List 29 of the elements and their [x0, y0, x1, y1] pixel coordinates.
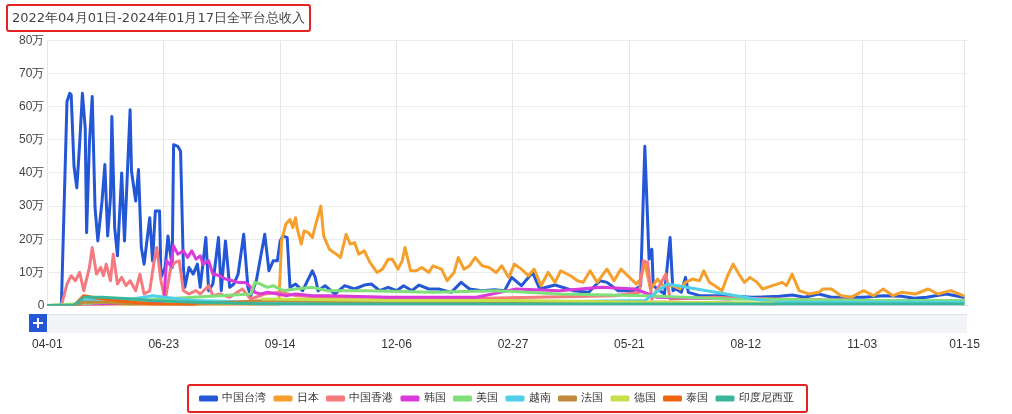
y-tick-label: 0 — [37, 297, 45, 312]
legend-label: 印度尼西亚 — [738, 391, 794, 405]
x-tick-label: 08-12 — [730, 337, 762, 352]
x-tick-label: 09-14 — [264, 337, 296, 352]
y-tick-label: 60万 — [18, 98, 45, 113]
legend-label: 日本 — [296, 391, 319, 405]
y-tick-label: 30万 — [18, 198, 45, 213]
y-tick-label: 80万 — [18, 32, 45, 47]
y-tick-label: 10万 — [18, 264, 45, 279]
legend-label: 法国 — [581, 391, 603, 405]
x-tick-label: 02-27 — [497, 337, 529, 352]
legend-label: 德国 — [633, 391, 656, 405]
y-tick-label: 50万 — [18, 132, 45, 147]
chart-title: 2022年04月01日-2024年01月17日全平台总收入 — [12, 9, 306, 27]
x-tick-label: 01-15 — [949, 337, 981, 352]
x-tick-label: 12-06 — [381, 337, 413, 352]
y-tick-label: 20万 — [18, 231, 45, 246]
legend-label: 韩国 — [423, 391, 446, 405]
x-tick-label: 04-01 — [31, 337, 64, 352]
legend-label: 中国香港 — [349, 391, 393, 405]
x-tick-label: 11-03 — [847, 337, 878, 352]
legend-label: 越南 — [528, 391, 551, 405]
x-tick-label: 05-21 — [614, 337, 646, 352]
legend-label: 美国 — [476, 391, 498, 405]
legend-label: 泰国 — [686, 391, 708, 405]
y-tick-label: 70万 — [18, 65, 45, 80]
x-tick-label: 06-23 — [148, 337, 180, 352]
legend-label: 中国台湾 — [222, 391, 266, 405]
y-tick-label: 40万 — [18, 165, 45, 180]
